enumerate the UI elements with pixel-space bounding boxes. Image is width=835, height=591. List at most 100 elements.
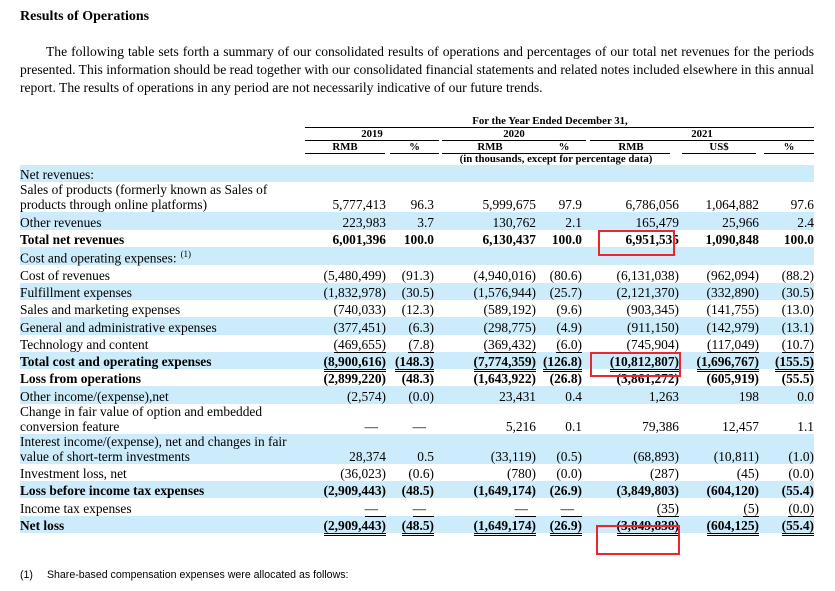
cell-value: 100.0 [759, 230, 814, 247]
cell-value-text: (740,033) [333, 302, 386, 318]
cell-value-text: (88.2) [781, 267, 814, 283]
cell-value: (55.4) [759, 515, 814, 536]
cell-value: (1,649,174) [434, 515, 536, 536]
cell-value: (605,919) [679, 369, 759, 386]
cell-value: — [536, 498, 582, 517]
cell-value-text: 3.7 [417, 214, 434, 230]
row-label-text: Net loss [20, 517, 65, 533]
cell-value: — [305, 498, 386, 517]
cell-value-text: (35) [656, 500, 679, 517]
cell-value: (13.1) [759, 317, 814, 335]
cell-value-text: 96.3 [410, 197, 434, 213]
cell-value-text: (80.6) [549, 267, 582, 283]
cell-value-text: 0.4 [565, 388, 582, 404]
cell-value: 198 [679, 386, 759, 404]
cell-value [305, 246, 386, 266]
cell-value-text: 23,431 [499, 388, 536, 404]
row-label-text: Loss before income tax expenses [20, 483, 205, 499]
cell-value: (0.0) [536, 464, 582, 481]
cell-value-text: 97.9 [558, 197, 582, 213]
cell-value-text: (25.7) [549, 284, 582, 300]
row-label-text: Change in fair value of option and embed… [20, 403, 263, 434]
row-label-text: Sales of products (formerly known as Sal… [20, 182, 268, 213]
row-label: Total net revenues [20, 230, 305, 247]
cell-value [386, 246, 434, 266]
footnote-text: Share-based compensation expenses were a… [46, 569, 349, 581]
cell-value-text: (2,899,220) [323, 371, 386, 387]
cell-value: (1,832,978) [305, 282, 386, 300]
highlight-box-net-loss [596, 525, 680, 555]
cell-value: (2,574) [305, 386, 386, 404]
cell-value: (126.8) [536, 351, 582, 373]
cell-value: (1.0) [759, 433, 814, 464]
cell-value-text: 223,983 [342, 214, 386, 230]
col-header-pct-2020: % [558, 141, 570, 153]
cell-value: 0.5 [386, 433, 434, 464]
cell-value-text: 6,786,056 [625, 197, 679, 213]
footnote-ref: (1) [180, 248, 192, 259]
row-label: General and administrative expenses [20, 317, 305, 335]
cell-value [582, 246, 679, 266]
year-2021-header: 2021 [691, 128, 713, 140]
cell-value: (13.0) [759, 300, 814, 317]
row-label: Fulfillment expenses [20, 282, 305, 300]
col-underline-pct-2019 [390, 153, 439, 154]
cell-value-text: 5,216 [505, 418, 536, 434]
cell-value: (6,131,038) [582, 265, 679, 283]
cell-value: (332,890) [679, 282, 759, 300]
cell-value-text: — [412, 418, 426, 434]
cell-value-text: 79,386 [642, 418, 679, 434]
cell-value-text: 1,090,848 [705, 231, 759, 247]
row-label-text: Loss from operations [20, 371, 142, 387]
cell-value: (7.8) [386, 335, 434, 353]
cell-value-text: (1,696,767) [696, 354, 759, 373]
year-2020-underline [442, 140, 586, 141]
row-label-text: Income tax expenses [20, 500, 132, 516]
row-label-text: Total cost and operating expenses [20, 354, 212, 370]
cell-value-text: (6.0) [556, 336, 582, 353]
row-label-text: Other revenues [20, 214, 102, 230]
cell-value-text: (469,655) [333, 336, 386, 353]
cell-value: (911,150) [582, 317, 679, 335]
col-header-rmb-2021: RMB [618, 141, 644, 153]
cell-value-text: 5,777,413 [332, 197, 386, 213]
cell-value: (142,979) [679, 317, 759, 335]
cell-value-text: — [364, 500, 386, 517]
cell-value-text: 28,374 [349, 448, 386, 464]
cell-value: (33,119) [434, 433, 536, 464]
row-label: Income tax expenses [20, 498, 305, 516]
row-label: Net loss [20, 515, 305, 533]
cell-value-text: (141,755) [706, 302, 759, 318]
cell-value-text: (2,909,443) [323, 483, 386, 499]
cell-value-text: (6,131,038) [616, 267, 679, 283]
cell-value-text: — [364, 418, 378, 434]
cell-value [536, 165, 582, 183]
cell-value: (5,480,499) [305, 265, 386, 283]
cell-value: 3.7 [386, 212, 434, 230]
cell-value-text: (2,909,443) [323, 517, 386, 536]
table-row-fulfillment-expenses: Fulfillment expenses (1,832,978) (30.5) (1,… [20, 282, 814, 300]
row-label: Change in fair value of option and embed… [20, 404, 305, 434]
cell-value-text: (287) [649, 466, 679, 482]
cell-value-text: 100.0 [551, 231, 582, 247]
cell-value-text: 130,762 [492, 214, 536, 230]
cell-value: 6,130,437 [434, 230, 536, 247]
cell-value: (6.0) [536, 335, 582, 353]
cell-value-text: (369,432) [483, 336, 536, 353]
cell-value-text: (45) [736, 466, 759, 482]
cell-value: 25,966 [679, 212, 759, 230]
cell-value-text: 6,130,437 [482, 231, 536, 247]
cell-value: (36,023) [305, 464, 386, 481]
cell-value: (1,696,767) [679, 351, 759, 373]
table-row-technology-and-content: Technology and content (469,655) (7.8) (369… [20, 335, 814, 353]
results-table-body: Net revenues: Sales of products (formerly… [20, 165, 814, 536]
cell-value: (962,094) [679, 265, 759, 283]
footnote: (1) Share-based compensation expenses wer… [20, 569, 348, 581]
cell-value-text: (30.5) [781, 284, 814, 300]
cell-value-text: (91.3) [401, 267, 434, 283]
cell-value-text: (55.4) [781, 517, 814, 536]
cell-value: (35) [582, 498, 679, 517]
cell-value: (48.5) [386, 515, 434, 536]
year-2021-underline [590, 140, 814, 141]
cell-value: (1,576,944) [434, 282, 536, 300]
